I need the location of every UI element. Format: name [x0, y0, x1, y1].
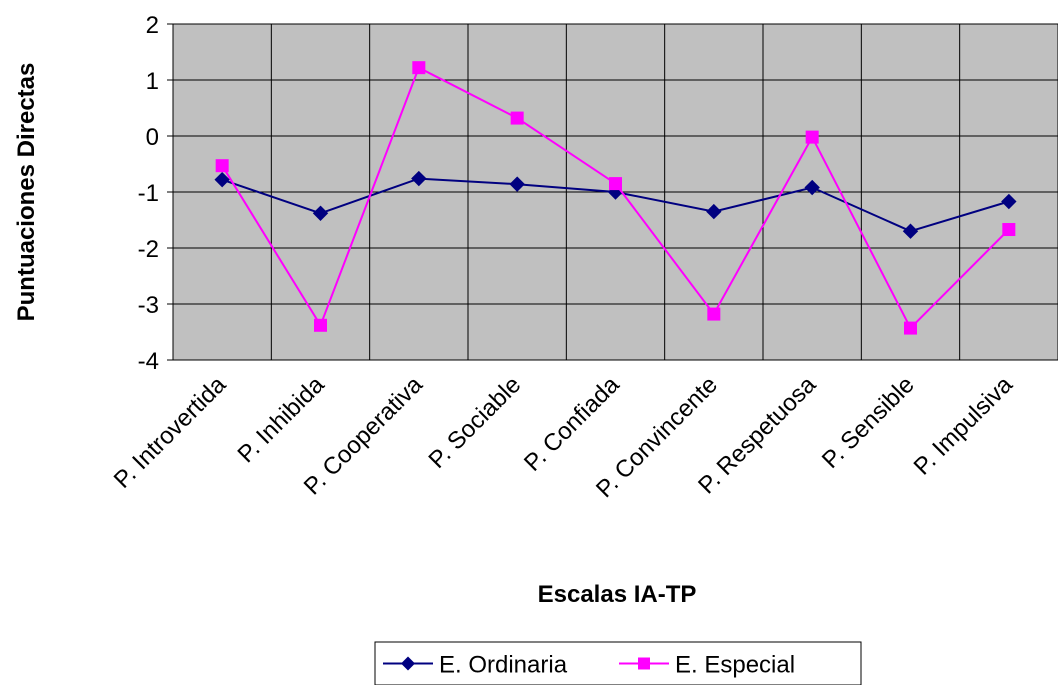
gridlines [173, 23, 1058, 361]
y-tick-label: 1 [146, 68, 159, 95]
data-point-diamond [411, 170, 427, 187]
x-axis-title: Escalas IA-TP [538, 581, 697, 608]
x-category-label: P. Sociable [424, 371, 527, 474]
data-point-square [314, 318, 327, 332]
data-point-diamond [804, 179, 820, 196]
data-point-diamond [1001, 193, 1017, 210]
data-point-square [904, 321, 917, 335]
y-tick-label: 0 [146, 124, 159, 151]
y-tick-label: -4 [138, 348, 159, 375]
y-tick-label: 2 [146, 12, 159, 39]
legend-item: E. Ordinaria [383, 652, 568, 679]
legend-item: E. Especial [619, 652, 795, 679]
x-category-label: P. Inhibida [233, 371, 331, 469]
data-point-square [510, 111, 524, 125]
y-tick-label: -2 [138, 236, 159, 263]
data-point-diamond [214, 171, 230, 188]
series-1 [214, 170, 1017, 239]
legend: E. Ordinaria E. Especial [374, 641, 862, 685]
x-category-label: P. Sensible [817, 371, 920, 474]
series-group [214, 61, 1017, 335]
data-point-diamond [902, 223, 919, 239]
y-axis-title: Puntuaciones Directas [13, 63, 40, 322]
legend-marker-square [638, 657, 650, 670]
legend-label: E. Ordinaria [439, 652, 568, 679]
data-point-square [609, 177, 622, 191]
legend-marker-diamond [401, 656, 415, 671]
data-point-square [707, 307, 721, 321]
legend-box [374, 641, 862, 685]
x-category-label: P. Impulsiva [909, 371, 1019, 481]
data-point-diamond [706, 203, 722, 220]
data-point-square [215, 159, 229, 173]
data-point-diamond [312, 205, 329, 221]
x-category-label: P. Confiada [519, 371, 625, 477]
data-point-square [1002, 223, 1016, 237]
data-point-square [805, 130, 819, 144]
y-axis-ticks: 2 1 0 -1 -2 -3 -4 [138, 12, 173, 375]
x-category-label: P. Introvertida [109, 371, 232, 494]
data-point-square [412, 61, 426, 75]
data-point-diamond [509, 176, 525, 192]
series-2 [215, 61, 1016, 335]
legend-label: E. Especial [675, 652, 795, 679]
y-tick-label: -1 [138, 180, 159, 207]
y-tick-label: -3 [138, 292, 159, 319]
